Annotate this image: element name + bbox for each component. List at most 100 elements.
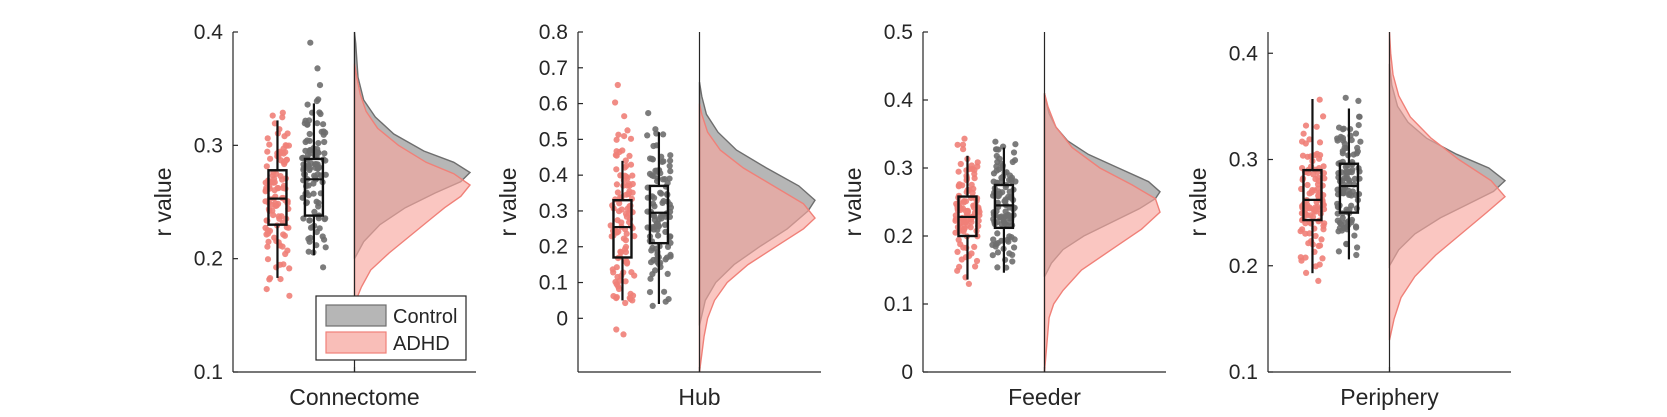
data-point [661, 288, 668, 295]
data-point [1319, 255, 1326, 262]
data-point [311, 208, 318, 215]
data-point [322, 129, 329, 136]
data-point [965, 280, 973, 287]
data-point [652, 267, 659, 274]
data-point [613, 136, 620, 143]
data-point [1348, 192, 1355, 199]
data-point [994, 230, 1001, 237]
data-point [644, 132, 651, 139]
data-point [284, 247, 291, 254]
data-point [1335, 228, 1342, 235]
data-point [971, 243, 978, 250]
data-point [992, 138, 999, 145]
x-axis-label: Feeder [1008, 384, 1081, 410]
data-point [1304, 153, 1311, 160]
data-point [650, 256, 657, 264]
data-point [314, 165, 322, 172]
y-tick-label: 0.4 [1229, 42, 1259, 65]
data-point [267, 275, 274, 282]
data-point [624, 174, 631, 181]
x-axis-label: Hub [678, 384, 720, 410]
legend-swatch-control [325, 304, 387, 327]
data-point [1314, 181, 1322, 188]
data-point [616, 200, 623, 207]
data-point [1004, 212, 1012, 219]
panel-feeder: 0 0.1 0.2 0.3 0.4 0.5 Feeder r value [840, 21, 1166, 410]
data-point [277, 276, 284, 283]
data-point [1346, 168, 1353, 175]
data-point [958, 256, 965, 263]
data-point [1311, 208, 1318, 215]
data-point [646, 289, 654, 296]
data-point [1354, 144, 1361, 151]
data-point [1009, 251, 1016, 258]
data-point [1355, 97, 1362, 104]
points-control [644, 110, 675, 309]
data-point [305, 248, 312, 255]
data-point [650, 173, 657, 180]
data-point [994, 249, 1002, 256]
data-point [959, 205, 967, 212]
data-point [956, 263, 963, 270]
data-point [1315, 277, 1322, 284]
data-point [624, 127, 631, 134]
y-axis-label: r value [150, 167, 176, 236]
data-point [957, 241, 964, 248]
data-point [305, 192, 312, 199]
data-point [1314, 185, 1321, 192]
data-point [314, 65, 321, 72]
data-point [661, 221, 669, 228]
data-point [645, 110, 652, 117]
data-point [1302, 220, 1309, 227]
box-adhd [267, 169, 288, 226]
data-point [1316, 242, 1324, 249]
data-point [631, 272, 638, 279]
data-point [1006, 233, 1013, 240]
data-point [996, 155, 1003, 162]
data-point [1339, 148, 1346, 155]
data-point [1348, 202, 1355, 209]
data-point [1299, 226, 1306, 233]
y-tick-label: 0.5 [884, 21, 913, 44]
data-point [313, 198, 320, 205]
data-point [1344, 175, 1351, 182]
data-point [264, 148, 271, 155]
data-point [1305, 169, 1312, 177]
data-point [623, 162, 630, 170]
data-point [649, 244, 656, 251]
data-point [961, 135, 968, 142]
data-point [262, 198, 269, 205]
data-point [613, 152, 620, 159]
data-point [971, 170, 978, 178]
data-point [284, 130, 291, 137]
data-point [1335, 248, 1342, 255]
data-point [614, 81, 621, 89]
box-control [648, 184, 670, 245]
x-axis-label: Connectome [289, 384, 419, 410]
data-point [264, 243, 271, 250]
data-point [990, 236, 997, 243]
data-point [275, 200, 282, 207]
data-point [267, 155, 274, 162]
data-point [1002, 196, 1009, 203]
legend: Control ADHD [315, 295, 467, 361]
data-point [627, 135, 635, 142]
data-point [653, 220, 661, 227]
y-tick-label: 0 [901, 361, 913, 384]
data-point [1334, 217, 1341, 224]
data-point [270, 212, 277, 219]
data-point [667, 251, 674, 258]
data-point [279, 243, 286, 250]
y-tick-label: 0.1 [1229, 361, 1258, 384]
density-adhd [698, 103, 816, 373]
data-point [1320, 163, 1327, 170]
data-point [651, 203, 658, 210]
data-point [285, 224, 292, 231]
data-point [972, 263, 979, 270]
data-point [306, 130, 313, 138]
data-point [263, 286, 270, 293]
data-point [954, 141, 961, 148]
y-tick-label: 0.3 [1229, 149, 1258, 172]
y-tick-label: 0.3 [539, 200, 568, 223]
